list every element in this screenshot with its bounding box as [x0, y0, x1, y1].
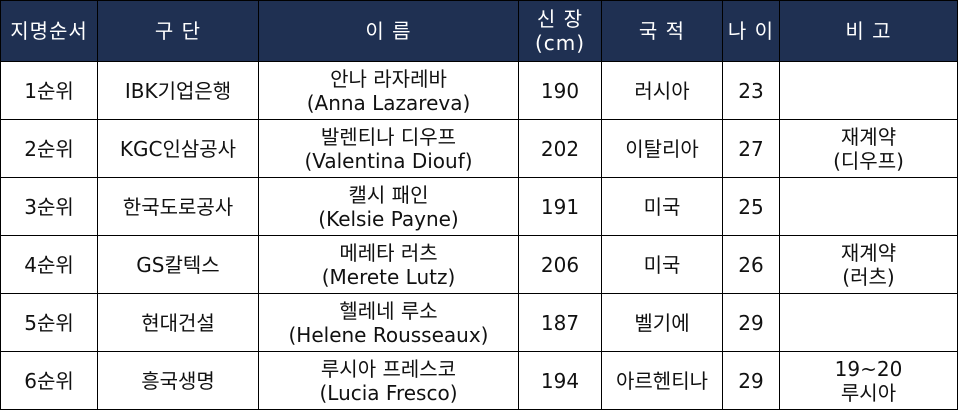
name-korean: 발렌티나 디우프 [320, 124, 457, 149]
name-english: (Kelsie Payne) [318, 206, 459, 231]
cell-team: 흥국생명 [97, 351, 259, 410]
cell-height: 187 [518, 293, 602, 352]
table-row: 3순위 한국도로공사 캘시 패인 (Kelsie Payne) 191 미국 2… [0, 177, 958, 236]
header-age: 나 이 [722, 0, 780, 62]
cell-height: 191 [518, 177, 602, 236]
name-english: (Valentina Diouf) [304, 148, 473, 173]
cell-country: 이탈리아 [601, 119, 723, 178]
cell-name: 발렌티나 디우프 (Valentina Diouf) [258, 119, 519, 178]
note-line-1: 19~20 [834, 356, 903, 381]
cell-age: 26 [722, 235, 780, 294]
name-korean: 안나 라자레바 [330, 66, 447, 91]
header-country: 국 적 [601, 0, 723, 62]
cell-country: 러시아 [601, 61, 723, 120]
table-row: 2순위 KGC인삼공사 발렌티나 디우프 (Valentina Diouf) 2… [0, 119, 958, 178]
table-row: 4순위 GS칼텍스 메레타 러츠 (Merete Lutz) 206 미국 26… [0, 235, 958, 294]
cell-order: 1순위 [0, 61, 98, 120]
header-order: 지명순서 [0, 0, 98, 62]
header-name: 이 름 [258, 0, 519, 62]
cell-order: 2순위 [0, 119, 98, 178]
cell-note: 재계약 (러츠) [779, 235, 958, 294]
header-height-unit: (cm) [534, 31, 586, 55]
table-row: 5순위 현대건설 헬레네 루소 (Helene Rousseaux) 187 벨… [0, 293, 958, 352]
name-english: (Merete Lutz) [321, 264, 456, 289]
cell-height: 194 [518, 351, 602, 410]
header-note: 비 고 [779, 0, 958, 62]
cell-team: 현대건설 [97, 293, 259, 352]
cell-note [779, 61, 958, 120]
cell-note [779, 177, 958, 236]
cell-age: 27 [722, 119, 780, 178]
name-korean: 캘시 패인 [348, 182, 429, 207]
cell-order: 6순위 [0, 351, 98, 410]
cell-team: IBK기업은행 [97, 61, 259, 120]
note-line-2: (디우프) [833, 148, 904, 173]
table-body: 1순위 IBK기업은행 안나 라자레바 (Anna Lazareva) 190 … [0, 61, 958, 410]
header-row: 지명순서 구 단 이 름 신 장 (cm) 국 적 나 이 비 고 [0, 0, 958, 62]
name-korean: 헬레네 루소 [339, 298, 438, 323]
cell-age: 23 [722, 61, 780, 120]
table-row: 6순위 흥국생명 루시아 프레스코 (Lucia Fresco) 194 아르헨… [0, 351, 958, 410]
cell-order: 5순위 [0, 293, 98, 352]
cell-age: 29 [722, 293, 780, 352]
cell-country: 아르헨티나 [601, 351, 723, 410]
cell-name: 헬레네 루소 (Helene Rousseaux) [258, 293, 519, 352]
name-english: (Lucia Fresco) [319, 380, 458, 405]
header-height: 신 장 (cm) [518, 0, 602, 62]
header-team: 구 단 [97, 0, 259, 62]
note-line-2: (러츠) [842, 264, 895, 289]
cell-name: 안나 라자레바 (Anna Lazareva) [258, 61, 519, 120]
cell-height: 202 [518, 119, 602, 178]
note-line-1: 재계약 [840, 124, 897, 149]
cell-name: 메레타 러츠 (Merete Lutz) [258, 235, 519, 294]
cell-team: 한국도로공사 [97, 177, 259, 236]
cell-country: 미국 [601, 177, 723, 236]
cell-order: 4순위 [0, 235, 98, 294]
cell-country: 벨기에 [601, 293, 723, 352]
cell-team: KGC인삼공사 [97, 119, 259, 178]
name-english: (Helene Rousseaux) [288, 322, 489, 347]
cell-team: GS칼텍스 [97, 235, 259, 294]
cell-note: 19~20 루시아 [779, 351, 958, 410]
cell-height: 190 [518, 61, 602, 120]
cell-note [779, 293, 958, 352]
cell-country: 미국 [601, 235, 723, 294]
name-english: (Anna Lazareva) [306, 90, 471, 115]
table-row: 1순위 IBK기업은행 안나 라자레바 (Anna Lazareva) 190 … [0, 61, 958, 120]
note-line-2: 루시아 [840, 380, 897, 405]
header-height-label: 신 장 [536, 7, 584, 31]
cell-height: 206 [518, 235, 602, 294]
cell-age: 25 [722, 177, 780, 236]
cell-order: 3순위 [0, 177, 98, 236]
cell-name: 루시아 프레스코 (Lucia Fresco) [258, 351, 519, 410]
cell-name: 캘시 패인 (Kelsie Payne) [258, 177, 519, 236]
cell-note: 재계약 (디우프) [779, 119, 958, 178]
cell-age: 29 [722, 351, 780, 410]
note-line-1: 재계약 [840, 240, 897, 265]
name-korean: 루시아 프레스코 [320, 356, 457, 381]
name-korean: 메레타 러츠 [339, 240, 438, 265]
table-header: 지명순서 구 단 이 름 신 장 (cm) 국 적 나 이 비 고 [0, 0, 958, 62]
